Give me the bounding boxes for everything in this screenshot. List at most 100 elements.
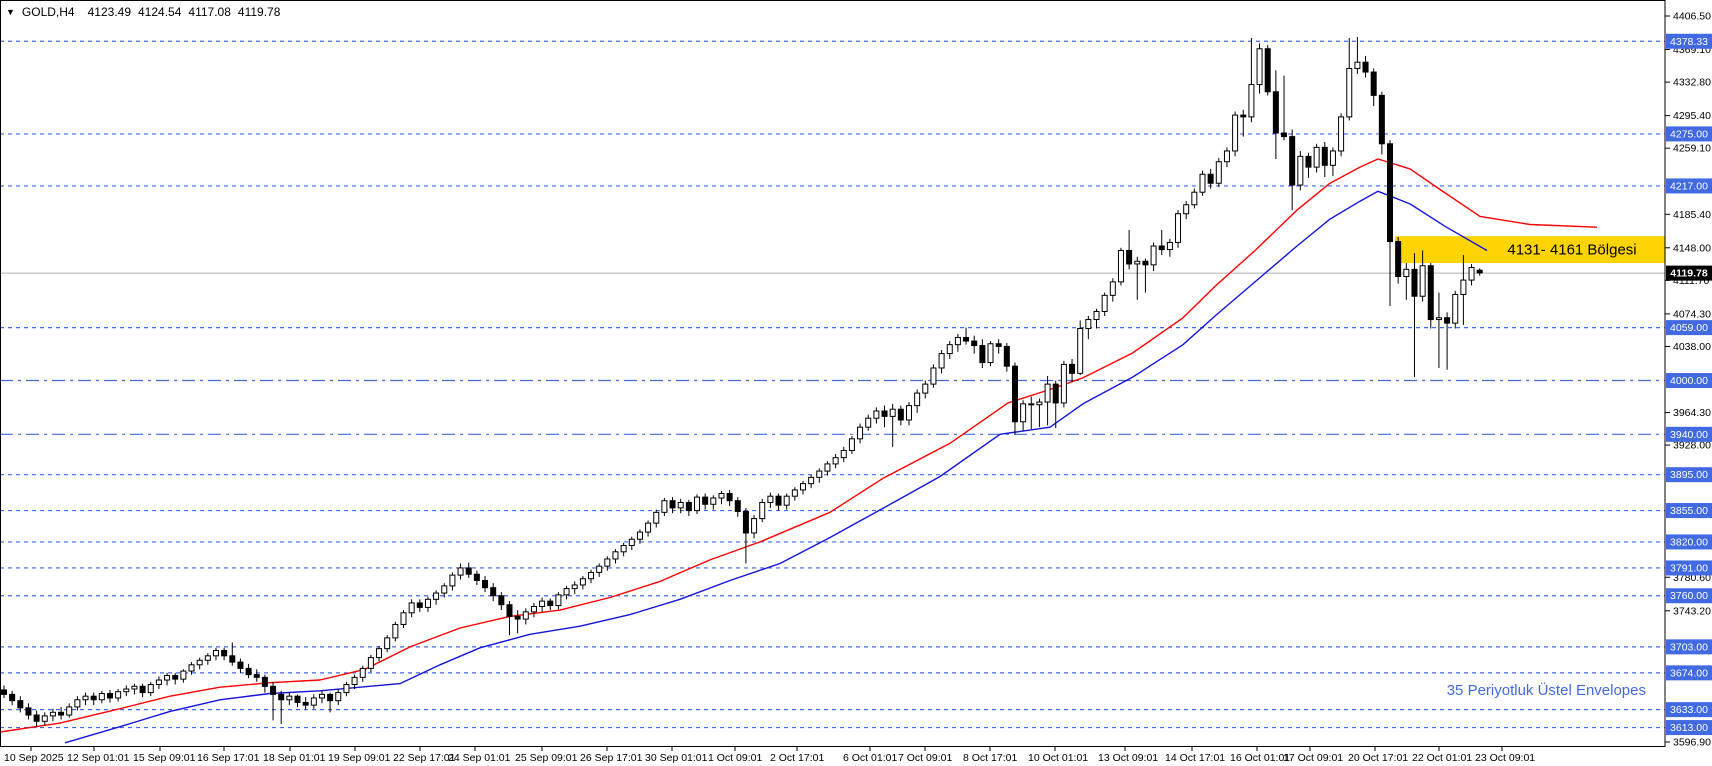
time-axis[interactable]: 10 Sep 2025 12 Sep 01:01 15 Sep 09:01 16 Se… [4, 747, 1535, 764]
price-level-badge [1666, 702, 1712, 718]
candle-body [302, 701, 309, 706]
ohlc-open-value: 4123.49 [87, 5, 131, 19]
candle-body [922, 383, 929, 394]
candle-body [367, 657, 374, 669]
candle-body [212, 649, 219, 657]
candle-body [1011, 365, 1018, 423]
candle-body [449, 574, 456, 587]
candle-body [188, 664, 195, 672]
time-axis-label: 7 Oct 09:01 [898, 752, 952, 764]
candle-body [669, 500, 676, 509]
time-axis-label: 24 Sep 01:01 [448, 752, 511, 764]
time-axis-label: 16 Sep 17:01 [197, 752, 260, 764]
candle-body [1142, 260, 1149, 266]
candle-body [90, 695, 97, 701]
price-axis-label: 3928.00 [1673, 440, 1711, 452]
candle-body [1476, 269, 1483, 274]
candle-body [694, 496, 701, 512]
candle-body [808, 476, 815, 485]
time-axis-label: 12 Sep 01:01 [67, 752, 130, 764]
candle-body [1134, 260, 1141, 265]
price-level-badge-label: 3940.00 [1670, 429, 1708, 441]
price-level-badge [1666, 639, 1712, 655]
candle-body [816, 470, 823, 478]
candle-body [1362, 61, 1369, 73]
price-level-badge-label: 3613.00 [1670, 722, 1708, 734]
envelope-annotation-text: 35 Periyotluk Üstel Envelopes [1446, 682, 1646, 699]
candle-body [612, 551, 619, 560]
price-axis-label: 4295.40 [1673, 110, 1711, 122]
candle-body [237, 661, 244, 669]
candle-body [457, 567, 464, 576]
candle-body [384, 637, 391, 650]
price-axis[interactable]: 4406.504369.104332.804295.404259.104185.… [1665, 11, 1712, 749]
ohlc-low-value: 4117.08 [188, 5, 231, 19]
symbol-timeframe-label: GOLD,H4 [21, 5, 75, 19]
candle-body [1101, 294, 1108, 312]
price-level-badge-label: 4275.00 [1670, 128, 1708, 140]
candle-body [889, 408, 896, 417]
candle-body [645, 522, 652, 533]
candle-body [253, 674, 260, 678]
bid-price-badge [1666, 265, 1712, 281]
candle-body [1158, 245, 1165, 251]
candle-body [832, 457, 839, 465]
candle-body [147, 684, 154, 694]
candle-body [783, 495, 790, 506]
candle-body [865, 417, 872, 428]
candle-body [1093, 310, 1100, 321]
price-level-badge-label: 3855.00 [1670, 505, 1708, 517]
candle-body [596, 565, 603, 573]
candle-body [1044, 383, 1051, 403]
candle-body [1411, 268, 1418, 297]
candle-body [49, 711, 56, 717]
candle-body [1468, 267, 1475, 281]
candle-body [710, 497, 717, 505]
candle-body [41, 715, 48, 722]
candle-body [359, 667, 366, 678]
price-level-badge [1666, 373, 1712, 389]
price-level-badge-label: 4217.00 [1670, 180, 1708, 192]
candle-body [759, 501, 766, 520]
ohlc-high-value: 4124.54 [138, 5, 182, 19]
time-axis-label: 30 Sep 01:01 [645, 752, 708, 764]
candle-body [946, 344, 953, 355]
price-axis-label: 3743.20 [1673, 605, 1711, 617]
candles-series [1, 37, 1483, 728]
candle-body [1346, 67, 1353, 118]
candle-body [1199, 173, 1206, 193]
candle-body [530, 606, 537, 613]
candle-body [82, 695, 89, 701]
candle-body [343, 684, 350, 694]
sr-level-lines[interactable] [0, 40, 1665, 729]
time-axis-label: 16 Oct 01:01 [1230, 752, 1290, 764]
price-level-badge-label: 3820.00 [1670, 536, 1708, 548]
candle-body [677, 501, 684, 509]
candle-body [270, 685, 277, 695]
candle-body [539, 600, 546, 608]
candle-body [1460, 279, 1467, 295]
candle-body [734, 500, 741, 512]
candle-body [106, 692, 113, 699]
candle-body [172, 675, 179, 680]
candle-body [1444, 317, 1451, 324]
time-axis-label: 25 Sep 09:01 [515, 752, 578, 764]
candle-body [824, 463, 831, 472]
candle-body [995, 343, 1002, 347]
candle-body [767, 495, 774, 503]
candle-body [221, 649, 228, 657]
price-level-badge [1666, 178, 1712, 194]
time-axis-label: 15 Sep 09:01 [133, 752, 196, 764]
candle-body [1191, 191, 1198, 206]
time-axis-label: 19 Sep 09:01 [328, 752, 391, 764]
supply-zone-rectangle[interactable] [1395, 236, 1665, 264]
candle-body [33, 714, 40, 722]
candle-body [718, 493, 725, 499]
chart-menu-triangle-icon[interactable]: ▼ [6, 6, 15, 17]
candle-body [579, 578, 586, 586]
candle-body [1109, 281, 1116, 296]
time-axis-label: 22 Sep 17:01 [393, 752, 456, 764]
candle-body [482, 579, 489, 589]
time-axis-label: 20 Oct 17:01 [1348, 752, 1408, 764]
